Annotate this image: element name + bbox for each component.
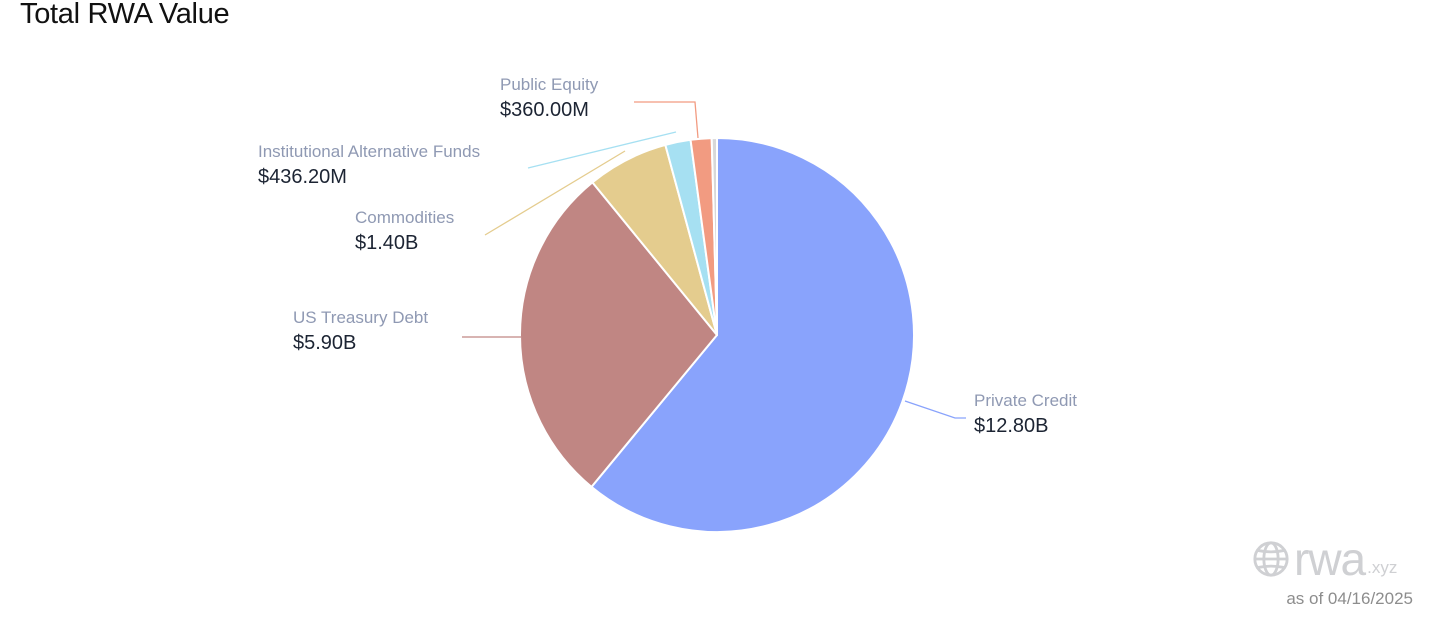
logo-tld: .xyz (1367, 558, 1398, 577)
pie-slice-other[interactable] (710, 136, 718, 336)
slice-label-value-private-credit: $12.80B (974, 415, 1049, 437)
slice-label-value-us-treasury-debt: $5.90B (293, 332, 356, 354)
pie-slice-private-credit[interactable] (590, 137, 915, 533)
slice-label-name-private-credit: Private Credit (974, 391, 1077, 410)
slice-label-name-commodities: Commodities (355, 208, 454, 227)
pie-slice-us-treasury-debt[interactable] (518, 181, 718, 488)
globe-icon (1253, 541, 1289, 577)
rwa-logo: rwa .xyz (1252, 534, 1397, 584)
leader-lines (462, 101, 966, 419)
as-of-date: as of 04/16/2025 (1286, 589, 1413, 608)
slice-label-value-public-equity: $360.00M (500, 99, 589, 121)
slice-label-name-public-equity: Public Equity (500, 75, 599, 94)
slice-label-value-commodities: $1.40B (355, 232, 418, 254)
pie-slices (518, 136, 915, 533)
slice-labels: Private Credit $12.80B US Treasury Debt $5.… (258, 75, 1077, 437)
leader-line-private-credit (904, 400, 966, 419)
slice-label-value-institutional-alternative-funds: $436.20M (258, 166, 347, 188)
leader-line-public-equity (634, 101, 699, 139)
logo-wordmark: rwa (1294, 533, 1366, 585)
slice-label-name-institutional-alternative-funds: Institutional Alternative Funds (258, 142, 480, 161)
leader-line-commodities (484, 150, 626, 236)
slice-label-name-us-treasury-debt: US Treasury Debt (293, 308, 428, 327)
page-title: Total RWA Value (20, 0, 230, 30)
leader-line-institutional-alternative-funds (527, 131, 677, 169)
